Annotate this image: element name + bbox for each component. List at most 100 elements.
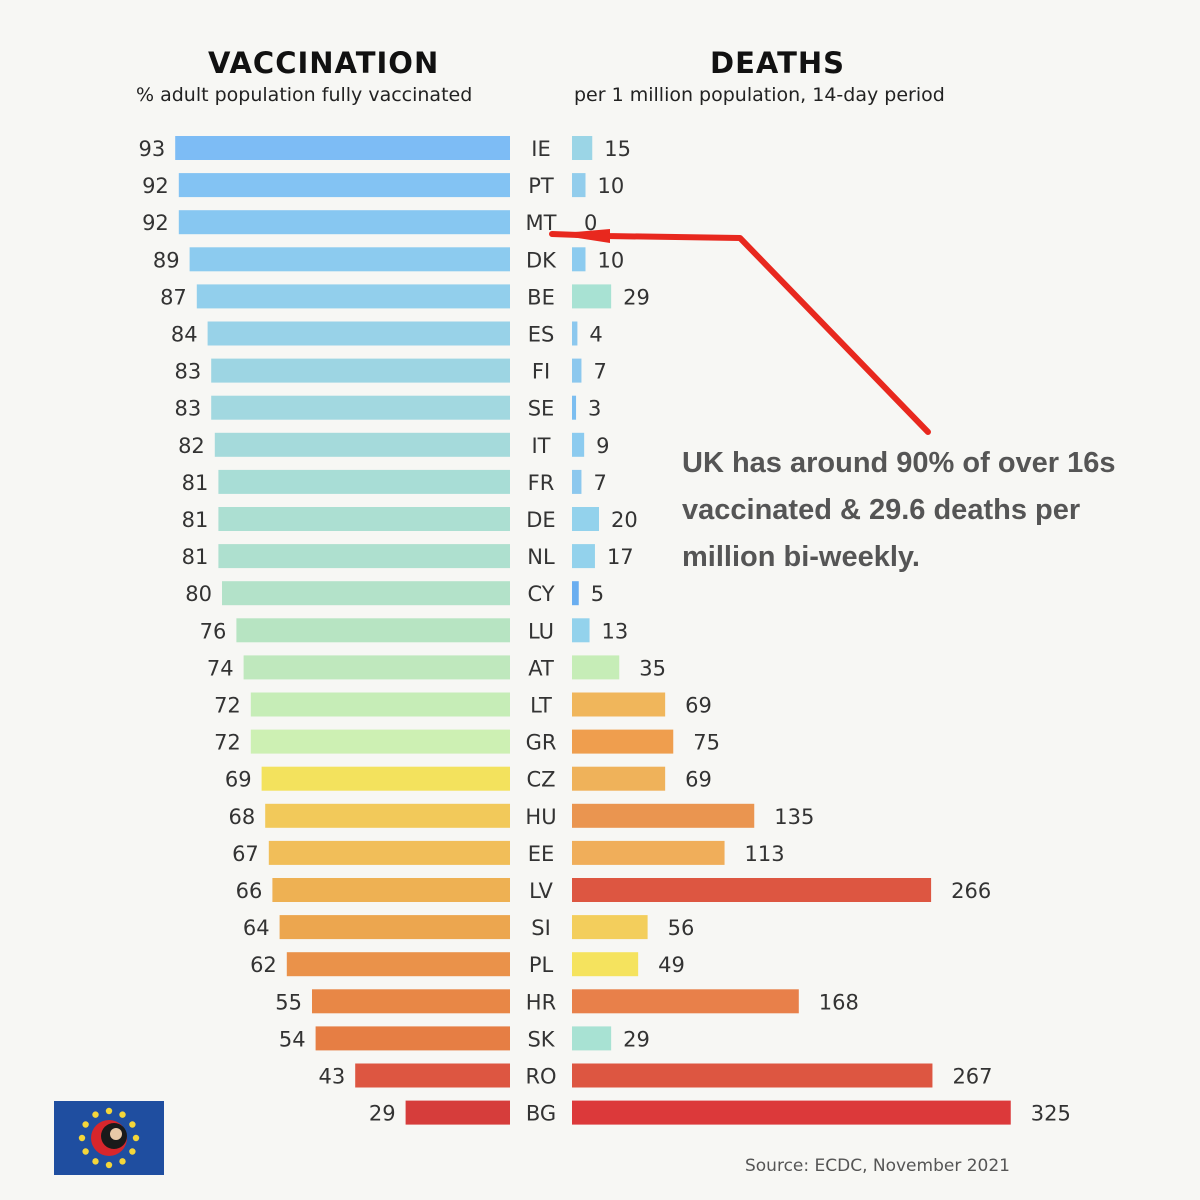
deaths-value-pl: 49 xyxy=(658,953,685,977)
country-code-hu: HU xyxy=(525,805,556,829)
vaccination-bar-be xyxy=(196,284,511,309)
deaths-value-gr: 75 xyxy=(693,731,720,755)
country-code-si: SI xyxy=(531,916,551,940)
deaths-subtitle: per 1 million population, 14-day period xyxy=(574,84,945,106)
vaccination-value-fi: 83 xyxy=(174,360,201,384)
vaccination-bar-es xyxy=(207,321,510,346)
deaths-bar-hr xyxy=(572,989,799,1014)
vaccination-value-hr: 55 xyxy=(275,990,302,1014)
deaths-bar-sk xyxy=(572,1026,612,1051)
vaccination-value-cy: 80 xyxy=(185,582,212,606)
country-code-se: SE xyxy=(528,397,555,421)
vaccination-bar-nl xyxy=(218,544,510,569)
annotation-text: UK has around 90% of over 16s vaccinated… xyxy=(682,440,1182,581)
vaccination-bar-bg xyxy=(405,1100,510,1125)
deaths-bar-be xyxy=(572,284,612,309)
vaccination-value-it: 82 xyxy=(178,434,205,458)
vaccination-bar-fr xyxy=(218,469,510,494)
annotation-arrowhead xyxy=(552,229,610,243)
vaccination-value-de: 81 xyxy=(182,508,209,532)
deaths-bar-hu xyxy=(572,803,755,828)
country-code-hr: HR xyxy=(526,990,556,1014)
vaccination-bar-pl xyxy=(286,952,510,977)
vaccination-bar-se xyxy=(211,395,510,420)
deaths-value-lv: 266 xyxy=(951,879,991,903)
country-code-it: IT xyxy=(531,434,550,458)
deaths-value-ro: 267 xyxy=(952,1065,992,1089)
vaccination-value-lu: 76 xyxy=(200,619,227,643)
eu-flag-icon xyxy=(54,1101,164,1175)
country-code-pt: PT xyxy=(528,174,554,198)
deaths-bar-lt xyxy=(572,692,666,717)
vaccination-bar-gr xyxy=(250,729,511,754)
deaths-bar-es xyxy=(572,321,578,346)
deaths-bar-fi xyxy=(572,358,582,383)
deaths-bar-lv xyxy=(572,878,932,902)
deaths-value-at: 35 xyxy=(639,656,666,680)
deaths-value-si: 56 xyxy=(668,916,695,940)
deaths-bar-cz xyxy=(572,766,666,791)
vaccination-value-pl: 62 xyxy=(250,953,277,977)
deaths-value-se: 3 xyxy=(588,397,601,421)
annotation-line-1: UK has around 90% of over 16s xyxy=(682,447,1116,479)
vaccination-value-ro: 43 xyxy=(318,1065,345,1089)
vaccination-value-sk: 54 xyxy=(279,1027,306,1051)
country-code-cz: CZ xyxy=(526,768,555,792)
vaccination-bar-pt xyxy=(178,173,511,198)
deaths-value-nl: 17 xyxy=(607,545,634,569)
vaccination-value-si: 64 xyxy=(243,916,270,940)
deaths-value-pt: 10 xyxy=(598,174,625,198)
deaths-value-cy: 5 xyxy=(591,582,604,606)
country-code-lu: LU xyxy=(528,619,554,643)
vaccination-bar-it xyxy=(214,432,511,457)
vaccination-title: VACCINATION xyxy=(208,46,440,80)
vaccination-value-be: 87 xyxy=(160,285,187,309)
country-code-ee: EE xyxy=(528,842,555,866)
deaths-bar-lu xyxy=(572,618,590,643)
country-code-nl: NL xyxy=(527,545,555,569)
vaccination-bar-lu xyxy=(236,618,510,643)
deaths-value-lu: 13 xyxy=(602,619,629,643)
deaths-value-hr: 168 xyxy=(819,990,859,1014)
vaccination-value-nl: 81 xyxy=(182,545,209,569)
deaths-bar-nl xyxy=(572,544,595,569)
deaths-value-it: 9 xyxy=(596,434,609,458)
deaths-bar-ee xyxy=(572,840,725,865)
vaccination-bars: 93 92 92 89 87 84 83 83 82 81 81 81 80 76 74 72 72 69 68 67… xyxy=(138,136,511,1126)
vaccination-value-se: 83 xyxy=(174,397,201,421)
deaths-bar-ie xyxy=(572,136,593,160)
deaths-bar-bg xyxy=(572,1100,1011,1125)
country-code-bg: BG xyxy=(526,1102,556,1126)
vaccination-value-at: 74 xyxy=(207,656,234,680)
country-codes: IEPTMTDKBEESFISEITFRDENLCYLUATLTGRCZHUEE… xyxy=(525,137,557,1126)
country-code-fi: FI xyxy=(532,360,550,384)
vaccination-subtitle: % adult population fully vaccinated xyxy=(136,84,473,106)
vaccination-value-bg: 29 xyxy=(369,1102,396,1126)
vaccination-bar-ee xyxy=(268,840,510,865)
deaths-value-bg: 325 xyxy=(1031,1102,1071,1126)
deaths-value-hu: 135 xyxy=(774,805,814,829)
vaccination-value-ie: 93 xyxy=(138,137,165,161)
vaccination-bar-hu xyxy=(265,803,510,828)
deaths-title: DEATHS xyxy=(710,46,846,80)
country-code-lt: LT xyxy=(530,694,552,718)
vaccination-value-mt: 92 xyxy=(142,211,169,235)
vaccination-bar-cy xyxy=(222,581,510,606)
deaths-bar-gr xyxy=(572,729,674,754)
vaccination-bar-de xyxy=(218,507,510,531)
deaths-bar-it xyxy=(572,432,585,457)
deaths-value-ie: 15 xyxy=(604,137,631,161)
deaths-bars: 1510010294739720175133569756913511326656… xyxy=(572,136,1071,1126)
deaths-bar-dk xyxy=(572,247,586,272)
vaccination-value-lv: 66 xyxy=(236,879,263,903)
deaths-bar-fr xyxy=(572,469,582,494)
vaccination-value-es: 84 xyxy=(171,323,198,347)
deaths-bar-se xyxy=(572,395,577,420)
country-code-pl: PL xyxy=(529,953,554,977)
deaths-value-mt: 0 xyxy=(584,211,597,235)
deaths-value-fi: 7 xyxy=(593,360,606,384)
deaths-value-be: 29 xyxy=(623,285,650,309)
country-code-de: DE xyxy=(526,508,555,532)
deaths-value-cz: 69 xyxy=(685,768,712,792)
deaths-value-de: 20 xyxy=(611,508,638,532)
